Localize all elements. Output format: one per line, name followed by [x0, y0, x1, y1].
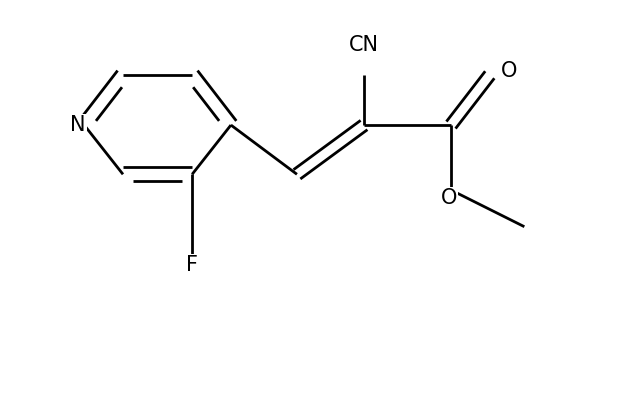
Text: O: O: [500, 61, 517, 81]
Text: N: N: [70, 115, 86, 135]
Text: O: O: [441, 188, 457, 209]
Text: CN: CN: [349, 35, 379, 55]
Text: F: F: [186, 255, 198, 275]
